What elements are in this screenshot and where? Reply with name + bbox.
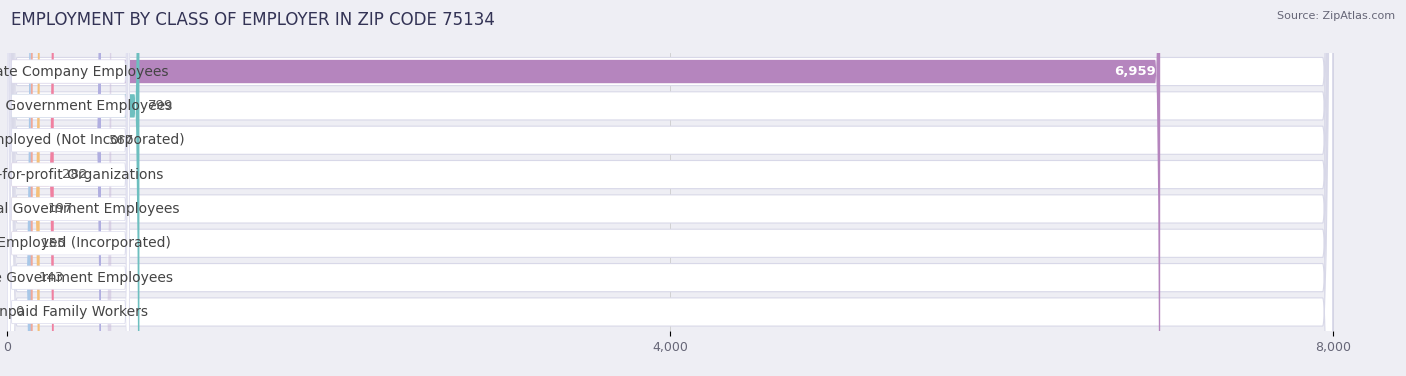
FancyBboxPatch shape (7, 0, 1333, 376)
Text: 282: 282 (62, 168, 87, 181)
FancyBboxPatch shape (7, 0, 129, 376)
FancyBboxPatch shape (7, 0, 129, 376)
Text: 567: 567 (110, 134, 135, 147)
FancyBboxPatch shape (7, 0, 101, 376)
Text: Source: ZipAtlas.com: Source: ZipAtlas.com (1277, 11, 1395, 21)
FancyBboxPatch shape (7, 0, 1333, 376)
FancyBboxPatch shape (7, 0, 129, 376)
FancyBboxPatch shape (7, 0, 31, 376)
FancyBboxPatch shape (7, 0, 1333, 376)
FancyBboxPatch shape (7, 0, 1333, 376)
FancyBboxPatch shape (7, 0, 129, 376)
Text: Self-Employed (Incorporated): Self-Employed (Incorporated) (0, 236, 170, 250)
Text: 155: 155 (41, 237, 66, 250)
Text: EMPLOYMENT BY CLASS OF EMPLOYER IN ZIP CODE 75134: EMPLOYMENT BY CLASS OF EMPLOYER IN ZIP C… (11, 11, 495, 29)
Text: Self-Employed (Not Incorporated): Self-Employed (Not Incorporated) (0, 133, 186, 147)
FancyBboxPatch shape (7, 0, 32, 376)
FancyBboxPatch shape (7, 0, 129, 376)
FancyBboxPatch shape (7, 0, 129, 376)
Text: 0: 0 (15, 305, 24, 318)
FancyBboxPatch shape (7, 0, 111, 376)
FancyBboxPatch shape (7, 0, 139, 376)
Text: 143: 143 (39, 271, 65, 284)
FancyBboxPatch shape (7, 0, 1160, 376)
Text: 6,959: 6,959 (1115, 65, 1156, 78)
FancyBboxPatch shape (7, 0, 1333, 376)
Text: 197: 197 (48, 202, 73, 215)
FancyBboxPatch shape (7, 0, 53, 376)
Text: Unpaid Family Workers: Unpaid Family Workers (0, 305, 148, 319)
Text: State Government Employees: State Government Employees (0, 271, 173, 285)
FancyBboxPatch shape (7, 0, 1333, 376)
FancyBboxPatch shape (7, 0, 1333, 376)
Text: Local Government Employees: Local Government Employees (0, 99, 173, 113)
Text: Not-for-profit Organizations: Not-for-profit Organizations (0, 168, 165, 182)
Text: Federal Government Employees: Federal Government Employees (0, 202, 180, 216)
FancyBboxPatch shape (7, 0, 1333, 376)
Text: Private Company Employees: Private Company Employees (0, 65, 169, 79)
FancyBboxPatch shape (7, 0, 129, 376)
Text: 799: 799 (148, 99, 173, 112)
FancyBboxPatch shape (7, 0, 39, 376)
FancyBboxPatch shape (7, 0, 129, 376)
